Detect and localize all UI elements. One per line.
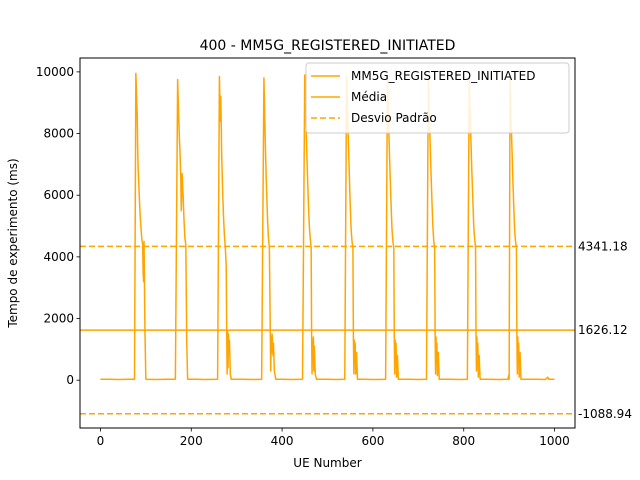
x-tick-label: 400 — [271, 434, 294, 448]
legend-box — [305, 62, 570, 134]
x-tick-label: 800 — [452, 434, 475, 448]
annotation-label: 4341.18 — [578, 239, 628, 253]
legend: MM5G_REGISTERED_INITIATED Média Desvio P… — [305, 62, 570, 134]
x-axis-ticks: 0 200 400 600 800 1000 — [97, 428, 570, 448]
y-tick-label: 6000 — [43, 188, 74, 202]
y-tick-label: 8000 — [43, 127, 74, 141]
series-line — [100, 72, 555, 381]
annotation-label: 1626.12 — [578, 323, 628, 337]
x-tick-label: 0 — [97, 434, 105, 448]
plot-frame — [79, 57, 576, 429]
annotation-label: -1088.94 — [578, 407, 632, 421]
y-tick-label: 2000 — [43, 312, 74, 326]
legend-label-std: Desvio Padrão — [351, 111, 437, 125]
y-tick-label: 4000 — [43, 250, 74, 264]
x-tick-label: 200 — [180, 434, 203, 448]
y-axis-ticks: 0 2000 4000 6000 8000 10000 — [36, 65, 80, 387]
annotations: 4341.18 1626.12 -1088.94 — [578, 239, 632, 420]
x-tick-label: 1000 — [539, 434, 570, 448]
y-axis-label: Tempo de experimento (ms) — [6, 158, 20, 328]
plot-lines — [80, 72, 575, 415]
x-tick-label: 600 — [361, 434, 384, 448]
x-axis-label: UE Number — [293, 456, 361, 470]
chart-title: 400 - MM5G_REGISTERED_INITIATED — [200, 38, 456, 54]
y-tick-label: 0 — [66, 373, 74, 387]
legend-label-mean: Média — [351, 90, 387, 104]
legend-label-series: MM5G_REGISTERED_INITIATED — [351, 69, 535, 83]
y-tick-label: 10000 — [36, 65, 74, 79]
